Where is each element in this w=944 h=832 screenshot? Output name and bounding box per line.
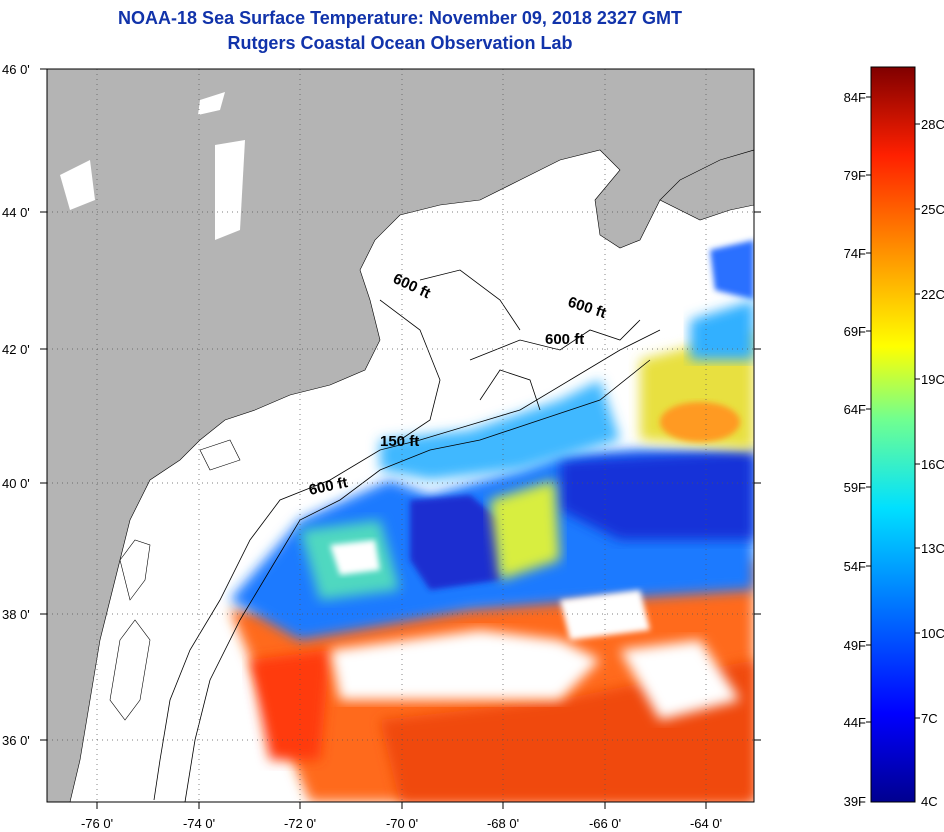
frame-ticks bbox=[40, 68, 761, 809]
colorbar-f-label: 39F bbox=[844, 794, 866, 809]
map-title: NOAA-18 Sea Surface Temperature: Novembe… bbox=[118, 8, 682, 28]
colorbar-f-label: 54F bbox=[844, 559, 866, 574]
graticule bbox=[47, 69, 754, 802]
lon-label: -68 0' bbox=[487, 816, 519, 831]
colorbar-c-label: 28C bbox=[921, 117, 944, 132]
colorbar-c-label: 22C bbox=[921, 287, 944, 302]
lon-label: -66 0' bbox=[589, 816, 621, 831]
colorbar-gradient bbox=[870, 66, 916, 803]
lon-label: -72 0' bbox=[284, 816, 316, 831]
lon-label: -70 0' bbox=[386, 816, 418, 831]
sst-swath bbox=[230, 240, 754, 802]
colorbar-c-label: 7C bbox=[921, 711, 938, 726]
colorbar-c-label: 16C bbox=[921, 457, 944, 472]
lat-label: 38 0' bbox=[2, 607, 30, 622]
lat-label: 42 0' bbox=[2, 342, 30, 357]
colorbar: 84F 79F 74F 69F 64F 59F 54F 49F 44F 39F … bbox=[844, 66, 944, 809]
latitude-labels: 46 0' 44 0' 42 0' 40 0' 38 0' 36 0' bbox=[2, 62, 30, 748]
lon-label: -74 0' bbox=[183, 816, 215, 831]
lat-label: 44 0' bbox=[2, 205, 30, 220]
colorbar-f-label: 49F bbox=[844, 638, 866, 653]
colorbar-f-label: 64F bbox=[844, 402, 866, 417]
longitude-labels: -76 0' -74 0' -72 0' -70 0' -68 0' -66 0… bbox=[81, 816, 722, 831]
lon-label: -76 0' bbox=[81, 816, 113, 831]
colorbar-f-label: 79F bbox=[844, 168, 866, 183]
lon-label: -64 0' bbox=[690, 816, 722, 831]
contour-label: 150 ft bbox=[380, 433, 419, 450]
colorbar-f-label: 44F bbox=[844, 715, 866, 730]
contour-label: 600 ft bbox=[545, 331, 584, 348]
land bbox=[47, 69, 754, 802]
bathymetry-contours bbox=[153, 269, 661, 802]
colorbar-f-label: 69F bbox=[844, 324, 866, 339]
colorbar-f-label: 59F bbox=[844, 480, 866, 495]
colorbar-c-label: 25C bbox=[921, 202, 944, 217]
map-frame bbox=[46, 68, 755, 803]
lat-label: 40 0' bbox=[2, 476, 30, 491]
colorbar-f-label: 84F bbox=[844, 90, 866, 105]
colorbar-c-label: 19C bbox=[921, 372, 944, 387]
colorbar-c-label: 13C bbox=[921, 541, 944, 556]
colorbar-f-label: 74F bbox=[844, 246, 866, 261]
colorbar-c-label: 4C bbox=[921, 794, 938, 809]
lat-label: 46 0' bbox=[2, 62, 30, 77]
colorbar-c-label: 10C bbox=[921, 626, 944, 641]
map-subtitle: Rutgers Coastal Ocean Observation Lab bbox=[227, 33, 573, 53]
lat-label: 36 0' bbox=[2, 733, 30, 748]
